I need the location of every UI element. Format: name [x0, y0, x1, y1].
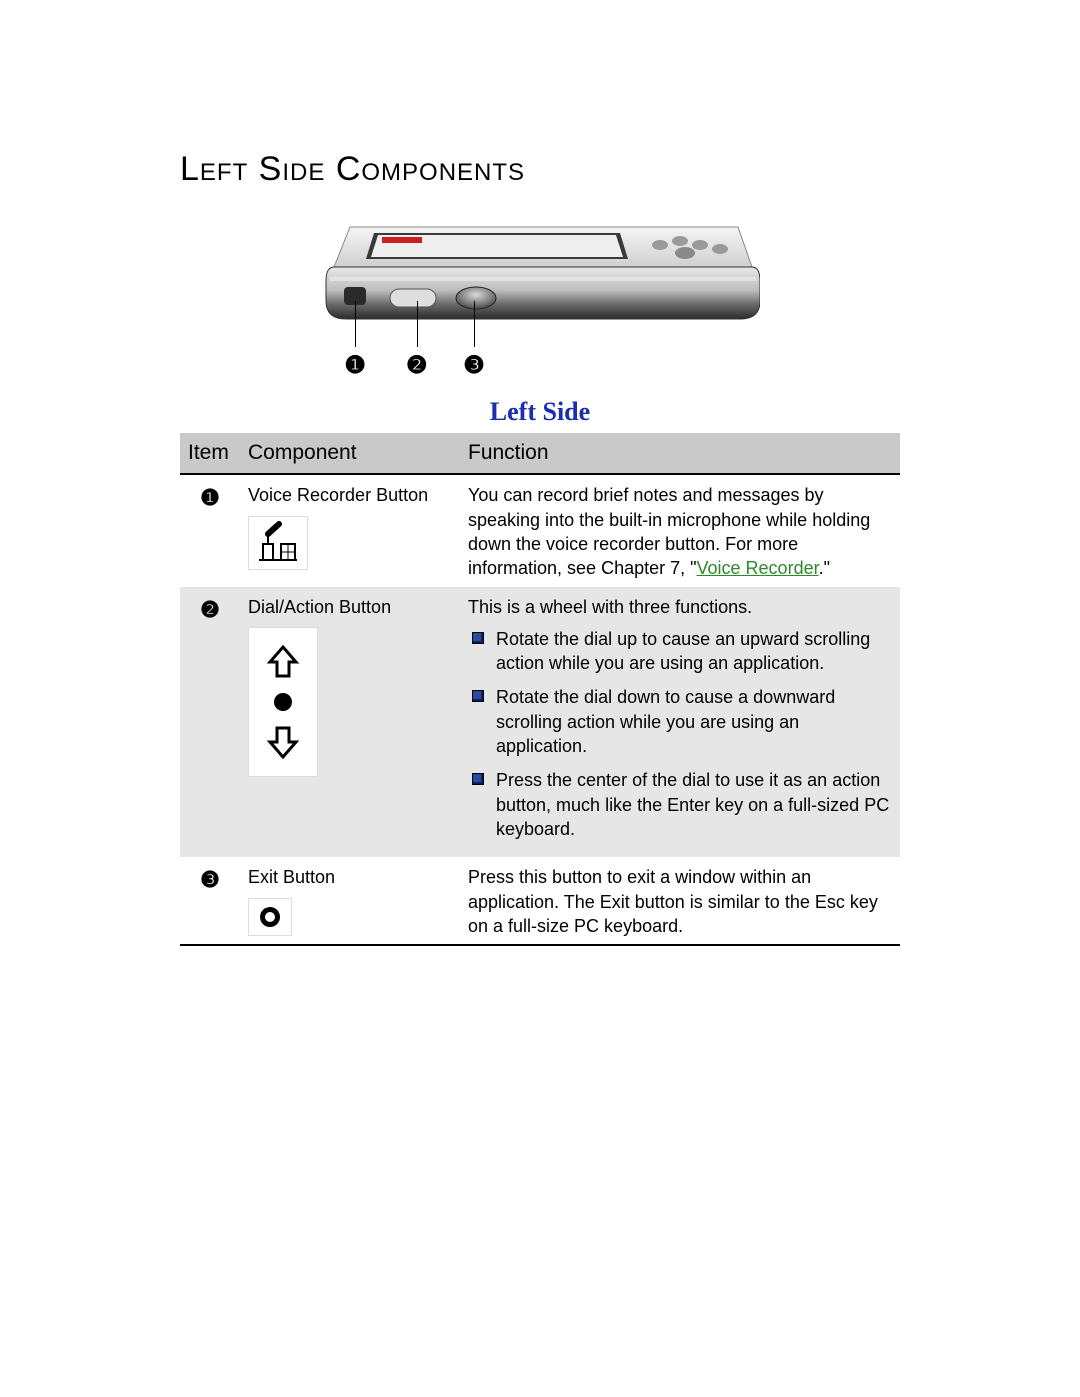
- col-function: Function: [460, 433, 900, 474]
- function-text-post: .": [819, 558, 830, 578]
- figure-caption: Left Side: [180, 397, 900, 427]
- function-cell: You can record brief notes and messages …: [460, 474, 900, 586]
- list-item: Press the center of the dial to use it a…: [486, 768, 892, 841]
- device-diagram: ❶ ❷ ❸: [180, 219, 900, 383]
- col-component: Component: [240, 433, 460, 474]
- function-text: Press this button to exit a window withi…: [468, 867, 878, 936]
- list-item: Rotate the dial down to cause a downward…: [486, 685, 892, 758]
- function-cell: This is a wheel with three functions. Ro…: [460, 587, 900, 858]
- components-table: Item Component Function ❶ Voice Recorder…: [180, 433, 900, 946]
- exit-icon: [248, 898, 292, 936]
- item-marker-1: ❶: [200, 483, 220, 513]
- item-marker-2: ❷: [200, 595, 220, 625]
- document-page: Left Side Components: [0, 0, 1080, 1046]
- mic-icon: [248, 516, 308, 570]
- component-name: Voice Recorder Button: [248, 483, 452, 507]
- dial-icon: [248, 627, 318, 777]
- function-intro: This is a wheel with three functions.: [468, 595, 892, 619]
- table-row: ❷ Dial/Action Button This is a wheel wit…: [180, 587, 900, 858]
- page-heading: Left Side Components: [180, 150, 900, 189]
- function-cell: Press this button to exit a window withi…: [460, 857, 900, 945]
- voice-recorder-link[interactable]: Voice Recorder: [697, 558, 819, 578]
- table-row: ❸ Exit Button Press this button to exit …: [180, 857, 900, 945]
- callout-markers: ❶ ❷ ❸: [320, 333, 760, 383]
- function-bullet-list: Rotate the dial up to cause an upward sc…: [468, 627, 892, 841]
- col-item: Item: [180, 433, 240, 474]
- callout-2: ❷: [406, 351, 428, 380]
- item-marker-3: ❸: [200, 865, 220, 895]
- callout-3: ❸: [463, 351, 485, 380]
- component-name: Dial/Action Button: [248, 595, 452, 619]
- callout-1: ❶: [344, 351, 366, 380]
- component-name: Exit Button: [248, 865, 452, 889]
- device-illustration: [320, 219, 760, 339]
- list-item: Rotate the dial up to cause an upward sc…: [486, 627, 892, 676]
- table-row: ❶ Voice Recorder Button: [180, 474, 900, 586]
